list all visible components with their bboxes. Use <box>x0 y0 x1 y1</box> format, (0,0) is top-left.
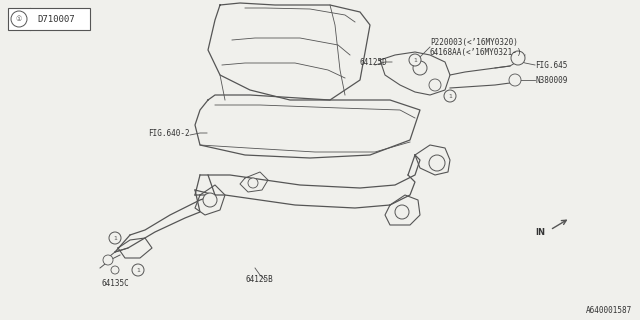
Circle shape <box>413 61 427 75</box>
Circle shape <box>409 54 421 66</box>
Circle shape <box>248 178 258 188</box>
Text: IN: IN <box>535 228 545 236</box>
Text: N380009: N380009 <box>535 76 568 84</box>
Text: 1: 1 <box>113 236 117 241</box>
Text: 64168AA(<’16MY0321-): 64168AA(<’16MY0321-) <box>430 47 522 57</box>
Circle shape <box>109 232 121 244</box>
FancyBboxPatch shape <box>8 8 90 30</box>
Text: FIG.640-2: FIG.640-2 <box>148 129 189 138</box>
Text: 64135C: 64135C <box>102 279 130 289</box>
Text: A640001587: A640001587 <box>586 306 632 315</box>
Circle shape <box>395 205 409 219</box>
Circle shape <box>111 266 119 274</box>
Text: FIG.645: FIG.645 <box>535 60 568 69</box>
Circle shape <box>444 90 456 102</box>
Circle shape <box>103 255 113 265</box>
Circle shape <box>132 264 144 276</box>
Circle shape <box>429 79 441 91</box>
Text: 1: 1 <box>448 93 452 99</box>
Text: D710007: D710007 <box>37 15 75 24</box>
Circle shape <box>511 51 525 65</box>
Text: P220003(<’16MY0320): P220003(<’16MY0320) <box>430 37 518 46</box>
Circle shape <box>203 193 217 207</box>
Circle shape <box>509 74 521 86</box>
Text: 64125D: 64125D <box>360 58 388 67</box>
Circle shape <box>429 155 445 171</box>
Text: 1: 1 <box>136 268 140 273</box>
Text: 1: 1 <box>413 58 417 62</box>
Text: 64125B: 64125B <box>245 276 273 284</box>
Text: ①: ① <box>16 16 22 22</box>
